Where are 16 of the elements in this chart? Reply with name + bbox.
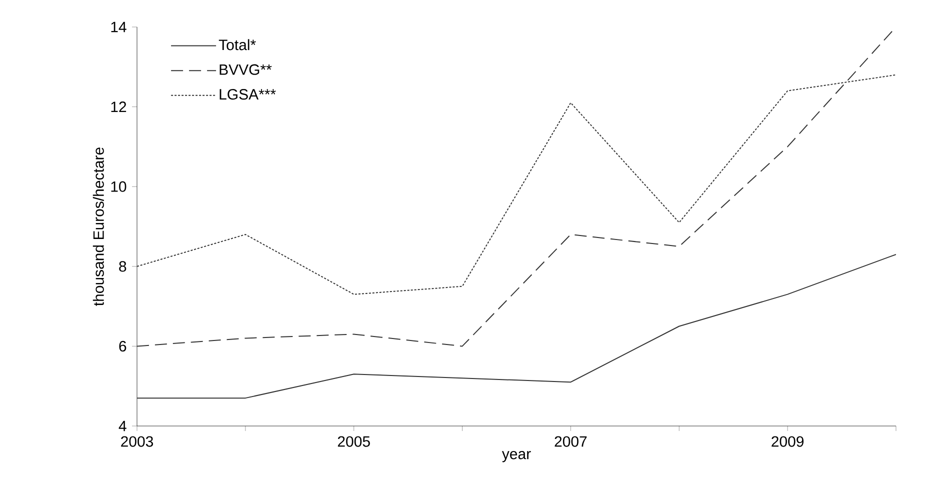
x-axis-title: year	[502, 451, 531, 462]
y-tick-label: 8	[119, 261, 126, 272]
x-tick-label: 2005	[338, 436, 370, 447]
y-axis-title: thousand Euros/hectare	[92, 148, 104, 306]
y-tick-label: 6	[119, 340, 126, 352]
x-tick-label: 2009	[772, 436, 804, 447]
y-tick-label: 14	[111, 22, 126, 32]
legend-label: LGSA***	[220, 89, 276, 100]
legend-label: BVVG**	[220, 64, 272, 75]
line-series	[137, 254, 896, 399]
y-tick-label: 12	[111, 102, 126, 112]
x-tick-label: 2003	[121, 436, 154, 447]
x-tick-label: 2007	[554, 436, 587, 447]
y-tick-label: 10	[111, 181, 126, 192]
y-tick-label: 4	[118, 420, 126, 432]
legend-label: Total*	[218, 39, 256, 50]
